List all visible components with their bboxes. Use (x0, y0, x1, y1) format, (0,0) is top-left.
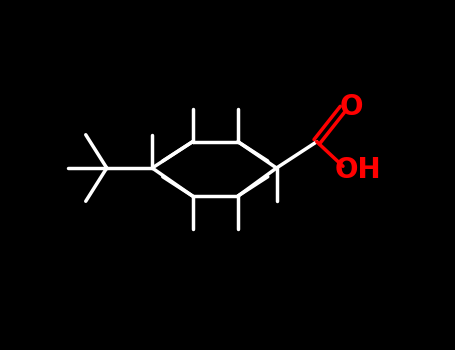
Text: OH: OH (334, 156, 381, 184)
Text: O: O (340, 93, 364, 121)
